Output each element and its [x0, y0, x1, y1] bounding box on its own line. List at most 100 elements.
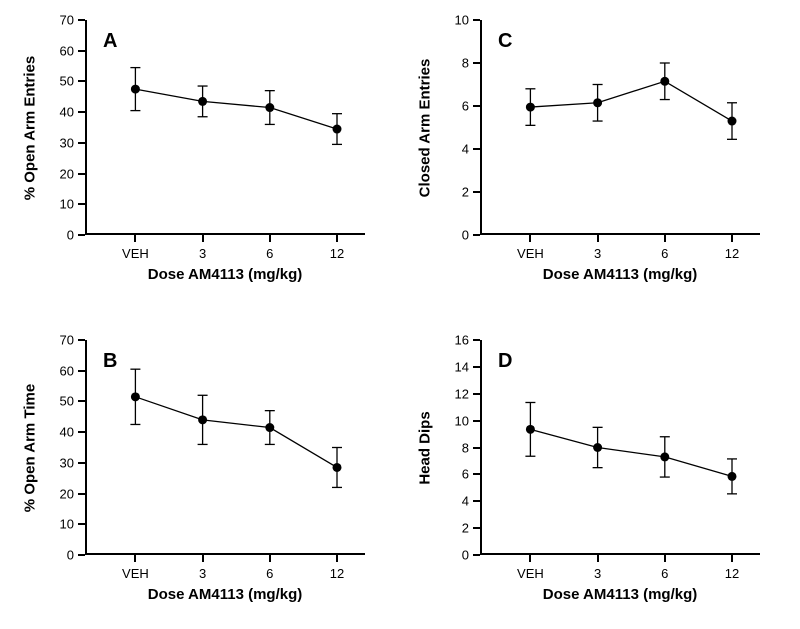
- y-axis-label: % Open Arm Time: [22, 383, 39, 511]
- data-marker: [131, 85, 140, 94]
- y-tick-label: 8: [439, 440, 469, 455]
- data-marker: [198, 97, 207, 106]
- y-tick: [78, 142, 85, 144]
- y-tick-label: 60: [44, 363, 74, 378]
- x-tick-label: VEH: [517, 246, 544, 261]
- y-tick: [473, 447, 480, 449]
- y-tick: [473, 191, 480, 193]
- x-tick-label: 12: [725, 246, 739, 261]
- panel-C: 0246810VEH3612Closed Arm EntriesDose AM4…: [480, 20, 760, 235]
- y-tick-label: 70: [44, 13, 74, 28]
- x-tick: [134, 235, 136, 242]
- data-series: [480, 20, 760, 235]
- y-tick: [78, 80, 85, 82]
- y-tick-label: 20: [44, 166, 74, 181]
- x-tick-label: VEH: [517, 566, 544, 581]
- series-line: [530, 81, 732, 121]
- series-line: [135, 89, 337, 129]
- y-tick-label: 4: [439, 494, 469, 509]
- y-tick-label: 0: [439, 228, 469, 243]
- y-tick-label: 0: [44, 228, 74, 243]
- data-marker: [593, 443, 602, 452]
- y-tick: [78, 493, 85, 495]
- y-tick-label: 0: [44, 548, 74, 563]
- y-tick: [473, 62, 480, 64]
- y-tick-label: 2: [439, 521, 469, 536]
- data-marker: [333, 125, 342, 134]
- y-tick: [473, 366, 480, 368]
- y-tick-label: 14: [439, 359, 469, 374]
- y-tick-label: 30: [44, 135, 74, 150]
- data-marker: [526, 103, 535, 112]
- y-tick: [78, 111, 85, 113]
- y-tick-label: 4: [439, 142, 469, 157]
- y-tick: [473, 527, 480, 529]
- data-series: [85, 20, 365, 235]
- y-tick-label: 8: [439, 56, 469, 71]
- x-tick: [202, 235, 204, 242]
- y-tick-label: 2: [439, 185, 469, 200]
- y-tick-label: 6: [439, 99, 469, 114]
- x-axis-label: Dose AM4113 (mg/kg): [543, 266, 698, 283]
- data-marker: [198, 415, 207, 424]
- data-series: [85, 340, 365, 555]
- data-marker: [660, 452, 669, 461]
- panel-B: 010203040506070VEH3612% Open Arm TimeDos…: [85, 340, 365, 555]
- y-tick-label: 20: [44, 486, 74, 501]
- y-tick: [78, 173, 85, 175]
- data-marker: [526, 425, 535, 434]
- x-tick: [529, 555, 531, 562]
- y-tick-label: 0: [439, 548, 469, 563]
- y-tick: [78, 339, 85, 341]
- x-tick: [202, 555, 204, 562]
- figure-root: 010203040506070VEH3612% Open Arm Entries…: [0, 0, 800, 629]
- y-tick-label: 40: [44, 105, 74, 120]
- y-tick: [78, 370, 85, 372]
- y-tick: [473, 234, 480, 236]
- y-tick-label: 70: [44, 333, 74, 348]
- y-axis-label: Closed Arm Entries: [417, 58, 434, 197]
- x-tick: [597, 555, 599, 562]
- x-tick-label: VEH: [122, 566, 149, 581]
- x-tick: [731, 235, 733, 242]
- x-tick: [529, 235, 531, 242]
- y-tick-label: 6: [439, 467, 469, 482]
- x-axis-label: Dose AM4113 (mg/kg): [543, 586, 698, 603]
- y-tick: [78, 431, 85, 433]
- x-tick: [597, 235, 599, 242]
- y-axis-label: Head Dips: [417, 411, 434, 484]
- data-marker: [265, 103, 274, 112]
- y-tick-label: 50: [44, 74, 74, 89]
- y-tick: [78, 554, 85, 556]
- x-tick: [134, 555, 136, 562]
- y-tick: [473, 473, 480, 475]
- y-tick-label: 50: [44, 394, 74, 409]
- y-tick-label: 10: [44, 197, 74, 212]
- x-tick-label: 3: [199, 246, 206, 261]
- x-tick: [664, 555, 666, 562]
- y-axis-label: % Open Arm Entries: [22, 55, 39, 199]
- y-tick: [473, 554, 480, 556]
- x-axis-label: Dose AM4113 (mg/kg): [148, 586, 303, 603]
- data-marker: [333, 463, 342, 472]
- y-tick: [78, 523, 85, 525]
- y-tick: [78, 50, 85, 52]
- y-tick-label: 10: [44, 517, 74, 532]
- y-tick: [473, 105, 480, 107]
- y-tick-label: 30: [44, 455, 74, 470]
- data-marker: [660, 77, 669, 86]
- x-tick-label: 12: [330, 566, 344, 581]
- y-tick: [473, 19, 480, 21]
- y-tick: [78, 462, 85, 464]
- x-tick-label: 12: [725, 566, 739, 581]
- series-line: [135, 397, 337, 468]
- y-tick-label: 16: [439, 333, 469, 348]
- y-tick: [78, 203, 85, 205]
- y-tick-label: 10: [439, 413, 469, 428]
- y-tick-label: 60: [44, 43, 74, 58]
- x-tick-label: 6: [266, 246, 273, 261]
- x-axis-label: Dose AM4113 (mg/kg): [148, 266, 303, 283]
- x-tick: [336, 555, 338, 562]
- x-tick-label: 6: [661, 246, 668, 261]
- x-tick: [269, 555, 271, 562]
